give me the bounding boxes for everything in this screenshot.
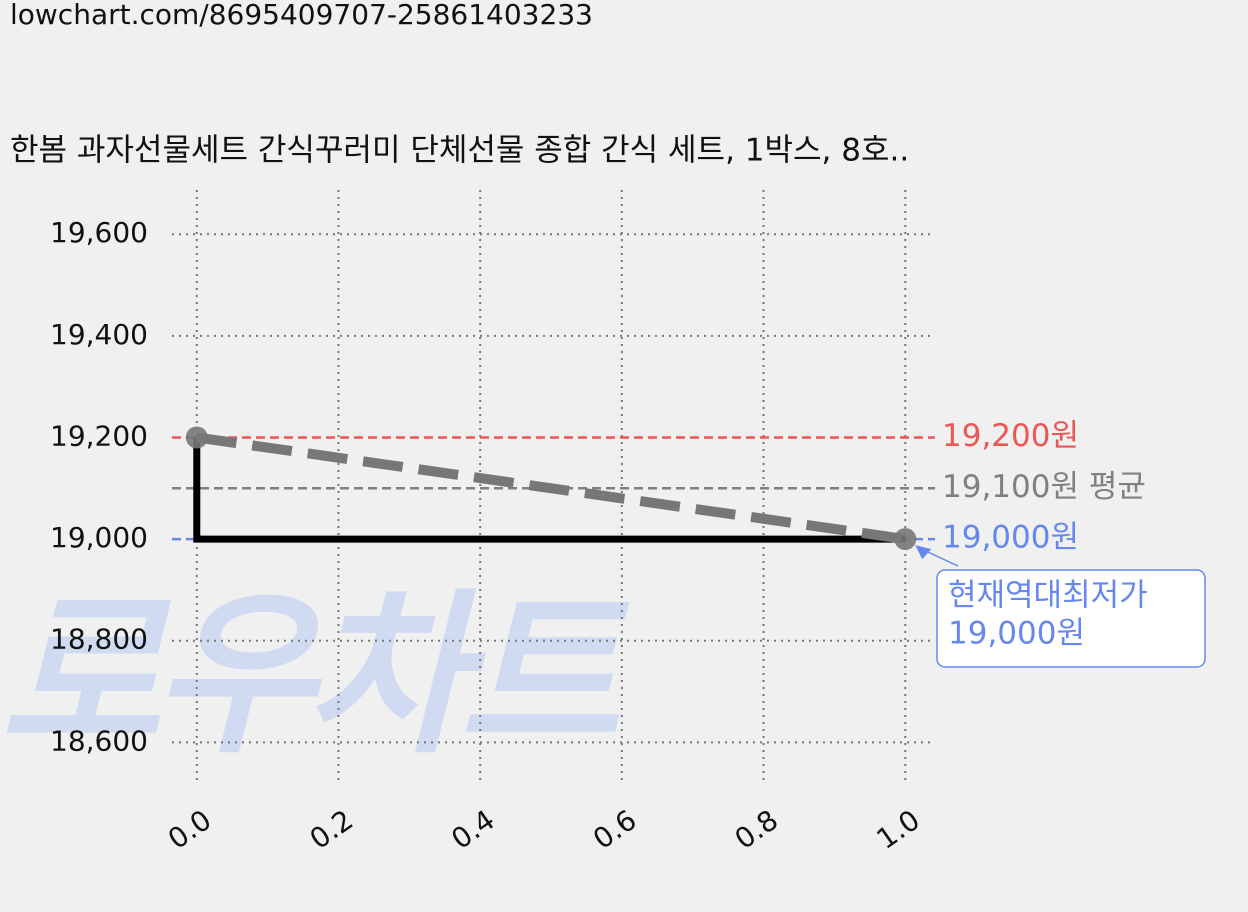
y-tick-label: 19,200 [50, 419, 148, 452]
x-tick-label: 0.8 [729, 803, 784, 856]
annotation-text: 현재역대최저가 [948, 578, 1148, 614]
x-tick-label: 0.2 [304, 803, 359, 856]
annotation-text: 19,000원 [948, 616, 1085, 652]
y-tick-label: 18,600 [50, 724, 148, 757]
y-tick-label: 19,600 [50, 216, 148, 249]
x-tick-label: 0.4 [445, 803, 500, 856]
y-tick-label: 19,000 [50, 521, 148, 554]
y-tick-label: 18,800 [50, 623, 148, 656]
point [185, 426, 208, 449]
y-tick-label: 19,400 [50, 318, 148, 351]
watermark: 로우차트 [0, 575, 630, 778]
series-line [196, 432, 906, 545]
x-tick-label: 0.0 [162, 803, 217, 856]
series-line [193, 437, 906, 543]
reference-label: 19,000원 [942, 520, 1079, 556]
x-tick-label: 0.6 [587, 803, 642, 856]
chart-title: 한봄 과자선물세트 간식꾸러미 단체선물 종합 간식 세트, 1박스, 8호.. [10, 133, 909, 169]
x-tick-label: 1.0 [870, 803, 925, 856]
reference-label: 19,100원 평균 [942, 469, 1146, 505]
point [894, 528, 917, 551]
reference-label: 19,200원 [942, 418, 1079, 454]
annotation-arrowhead [915, 545, 932, 560]
annotation-box [936, 569, 1206, 668]
url: lowchart.com/8695409707-25861403233 [10, 0, 593, 31]
